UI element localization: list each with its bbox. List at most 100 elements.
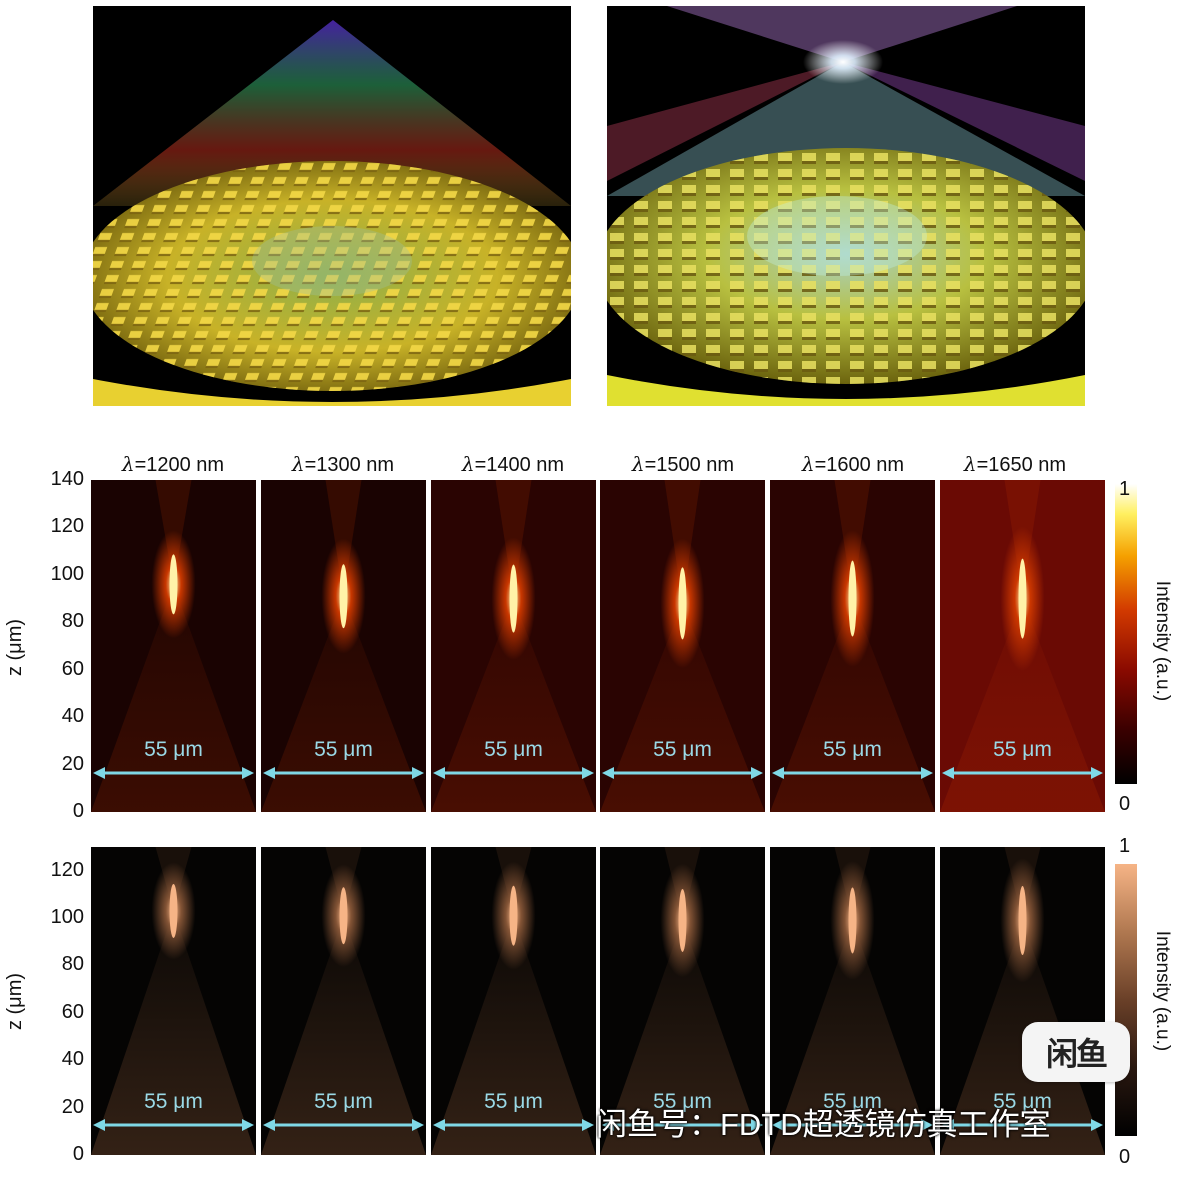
- scale-bar-arrow-left: [263, 1119, 275, 1131]
- row2-colorbar: [1115, 864, 1137, 1136]
- scale-bar-label: 55 μm: [823, 1090, 882, 1113]
- scale-bar-arrow-right: [412, 1119, 424, 1131]
- y-tick-label: 40: [61, 1048, 84, 1071]
- scale-bar-label: 55 μm: [314, 738, 373, 761]
- metalens-illustration-achromatic: [607, 6, 1085, 406]
- heatmap-panel: 55 μm: [91, 480, 256, 812]
- scale-bar-arrow-right: [751, 1119, 763, 1131]
- heatmap-panel: 55 μm: [600, 847, 765, 1155]
- y-tick-label: 60: [61, 657, 84, 680]
- y-tick-label: 140: [50, 468, 84, 490]
- y-tick-label: 120: [50, 858, 84, 881]
- row2-colorbar-title: Intensity (a.u.): [1152, 930, 1174, 1052]
- heatmap-panel: 55 μm: [431, 480, 596, 812]
- heatmap-panel: 55 μm: [431, 847, 596, 1155]
- y-tick-label: 20: [61, 1095, 84, 1118]
- focus-spot: [678, 567, 687, 640]
- beam-cone: [91, 910, 256, 1155]
- focus-spot: [339, 887, 348, 945]
- wavelength-label-1400: λ=1400 nm: [428, 452, 598, 477]
- lambda-symbol: λ: [461, 452, 475, 476]
- scale-bar-arrow-right: [242, 767, 254, 779]
- scale-bar-arrow-left: [263, 767, 275, 779]
- xianyu-logo-badge: 闲鱼: [1022, 1022, 1130, 1082]
- scale-bar-label: 55 μm: [144, 738, 203, 761]
- beam-cone: [431, 598, 596, 812]
- scale-bar-label: 55 μm: [653, 1090, 712, 1113]
- focus-spot: [848, 560, 857, 637]
- focus-spot: [1018, 885, 1027, 955]
- wavelength-label-1600: λ=1600 nm: [768, 452, 938, 477]
- wavelength-value: =1400 nm: [474, 454, 565, 476]
- focus-spot: [339, 564, 348, 629]
- wavelength-label-1200: λ=1200 nm: [88, 452, 258, 477]
- heatmap-panel: 55 μm: [261, 480, 426, 812]
- lambda-symbol: λ: [801, 452, 815, 476]
- scale-bar-arrow-left: [93, 1119, 105, 1131]
- metalens-illustration-dispersive: [93, 6, 571, 406]
- beam-cone: [91, 584, 256, 812]
- wavelength-value: =1600 nm: [814, 454, 905, 476]
- y-tick-label: 60: [61, 1000, 84, 1023]
- heatmap-panel: 55 μm: [770, 847, 935, 1155]
- wavelength-value: =1650 nm: [976, 454, 1067, 476]
- beam-cone: [600, 920, 765, 1155]
- scale-bar-arrow-left: [602, 1119, 614, 1131]
- y-tick-label: 80: [61, 953, 84, 976]
- y-tick-label: 120: [50, 515, 84, 538]
- heatmap-panel: 55 μm: [91, 847, 256, 1155]
- focus-spot: [169, 883, 178, 938]
- y-tick-label: 40: [61, 705, 84, 728]
- beam-cone: [770, 920, 935, 1155]
- y-tick-label: 0: [72, 1143, 84, 1165]
- scale-bar-arrow-left: [433, 767, 445, 779]
- row1-colorbar-min: 0: [1119, 793, 1131, 815]
- beam-upper: [325, 480, 362, 597]
- row2-colorbar-max: 1: [1119, 835, 1131, 857]
- y-tick-label: 0: [72, 800, 84, 822]
- scale-bar-arrow-left: [772, 767, 784, 779]
- focus-spot: [169, 554, 178, 615]
- scale-bar-arrow-right: [1091, 1119, 1103, 1131]
- y-tick-label: 20: [61, 752, 84, 775]
- scale-bar-label: 55 μm: [653, 738, 712, 761]
- focus-spot: [509, 885, 518, 946]
- row1-colorbar-max: 1: [1119, 478, 1131, 500]
- heatmap-panel: 55 μm: [770, 480, 935, 812]
- scale-bar-arrow-left: [772, 1119, 784, 1131]
- scale-bar-arrow-right: [1091, 767, 1103, 779]
- scale-bar-label: 55 μm: [993, 1090, 1052, 1113]
- scale-bar-arrow-left: [942, 1119, 954, 1131]
- wavelength-label-1300: λ=1300 nm: [258, 452, 428, 477]
- heatmap-panel: 55 μm: [600, 480, 765, 812]
- scale-bar-arrow-left: [93, 767, 105, 779]
- scale-bar-arrow-right: [412, 767, 424, 779]
- beam-cone: [940, 598, 1105, 812]
- lambda-symbol: λ: [963, 452, 977, 476]
- row1-colorbar: [1115, 484, 1137, 784]
- scale-bar-label: 55 μm: [484, 1090, 543, 1113]
- lambda-symbol: λ: [631, 452, 645, 476]
- watermark-text: 闲鱼号：FDTD超透镜仿真工作室: [596, 1107, 1051, 1142]
- heatmap-panel: 55 μm: [940, 480, 1105, 812]
- scale-bar-arrow-left: [433, 1119, 445, 1131]
- scale-bar-label: 55 μm: [144, 1090, 203, 1113]
- scale-bar-arrow-right: [921, 1119, 933, 1131]
- beam-cone: [600, 603, 765, 812]
- wavelength-value: =1300 nm: [304, 454, 395, 476]
- focus-spot: [848, 887, 857, 954]
- wavelength-value: =1500 nm: [644, 454, 735, 476]
- heatmap-panel: 55 μm: [261, 847, 426, 1155]
- scale-bar-label: 55 μm: [484, 738, 543, 761]
- row2-colorbar-min: 0: [1119, 1146, 1131, 1168]
- lambda-symbol: λ: [291, 452, 305, 476]
- beam-cone: [261, 915, 426, 1155]
- scale-bar-label: 55 μm: [314, 1090, 373, 1113]
- scale-bar-arrow-right: [242, 1119, 254, 1131]
- scale-bar-arrow-right: [582, 1119, 594, 1131]
- focus-spot: [678, 888, 687, 952]
- scale-bar-arrow-right: [751, 767, 763, 779]
- y-tick-label: 80: [61, 610, 84, 633]
- beam-cone: [431, 915, 596, 1155]
- focus-spot: [1018, 558, 1027, 639]
